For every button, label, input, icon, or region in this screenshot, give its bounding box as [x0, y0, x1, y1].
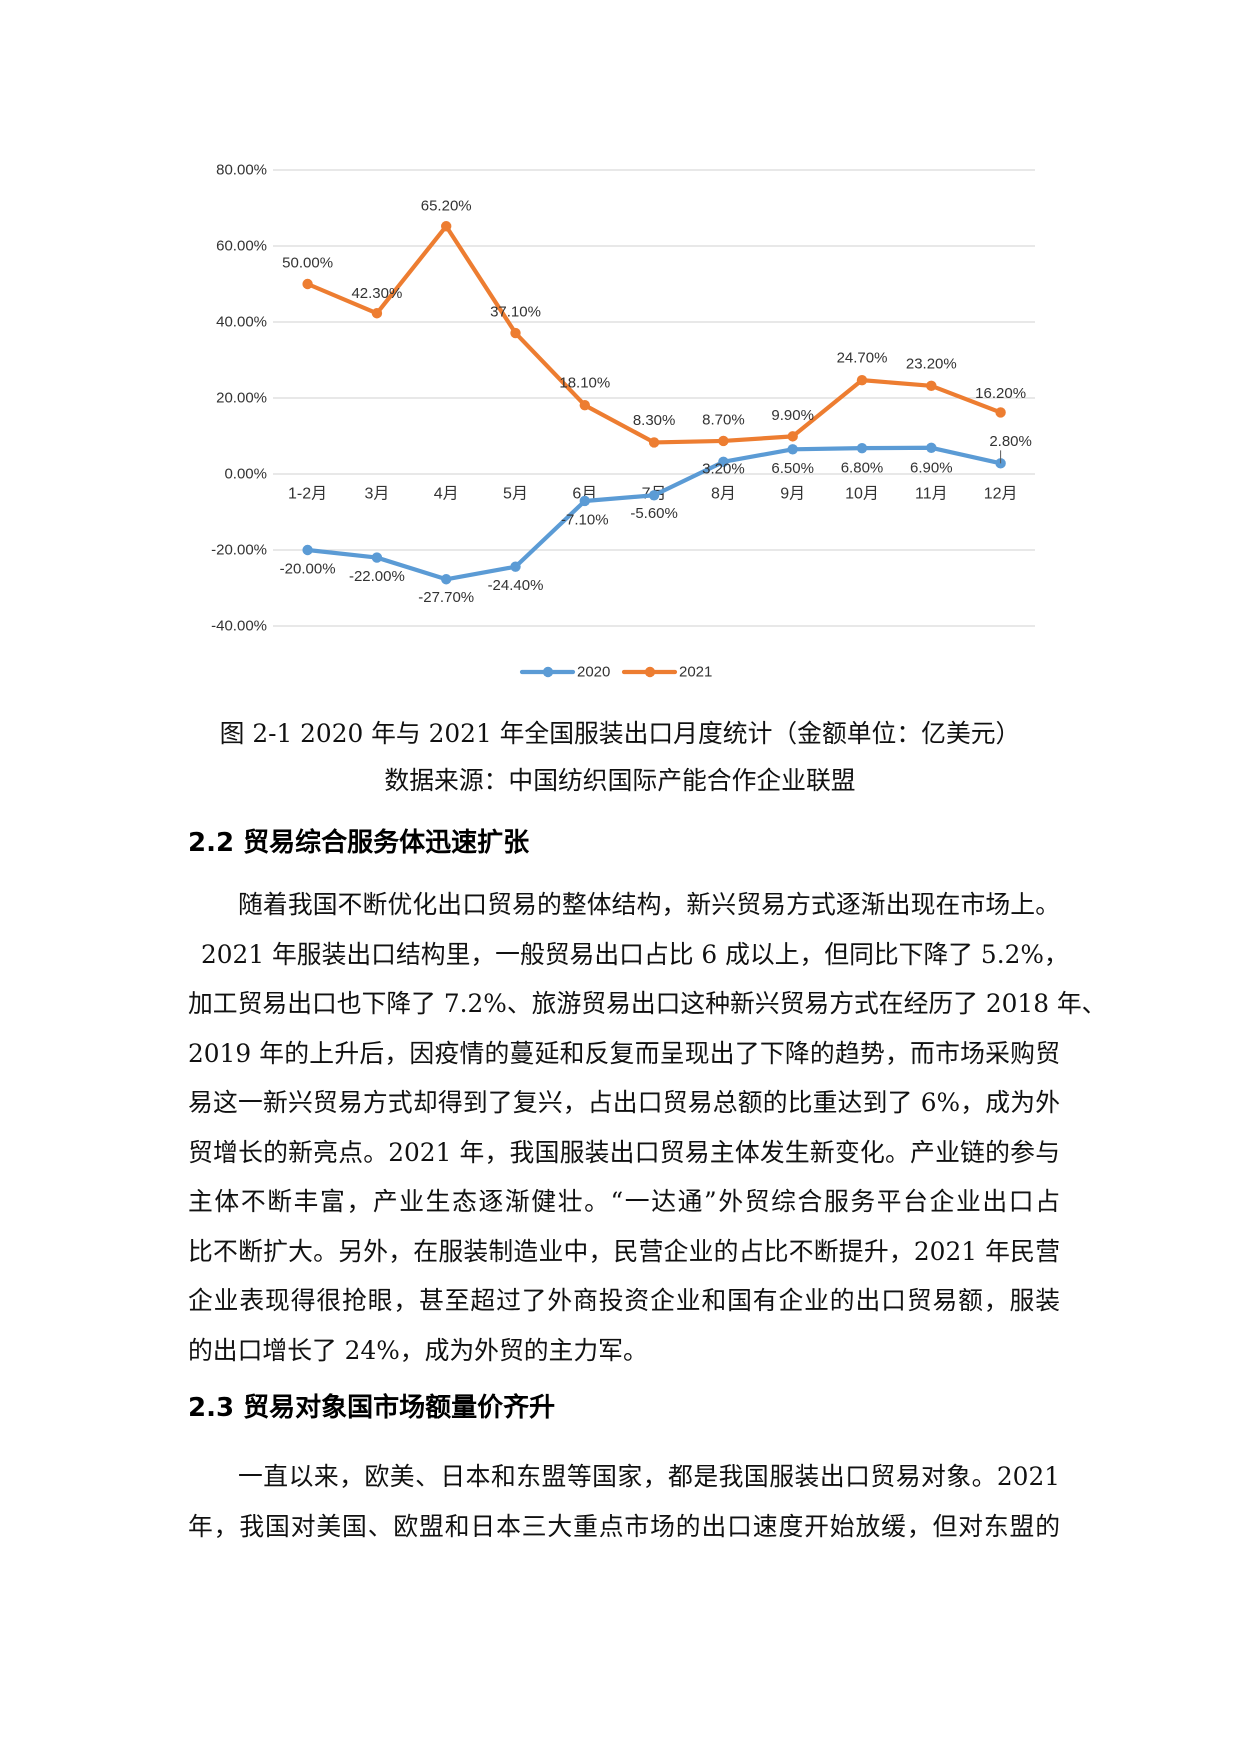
legend-marker-icon — [542, 666, 554, 678]
figure-source: 数据来源：中国纺织国际产能合作企业联盟 — [384, 766, 856, 795]
data-label: 18.10% — [559, 375, 610, 392]
data-label: 23.20% — [906, 355, 957, 372]
data-label: 65.20% — [421, 198, 472, 215]
y-tick-label: 0.00% — [224, 466, 267, 483]
data-label: -27.70% — [418, 589, 474, 606]
y-axis-labels: 80.00% 60.00% 40.00% 20.00% 0.00% -20.00% -40.… — [211, 162, 267, 635]
x-category-label: 5月 — [503, 486, 528, 503]
data-label: 9.90% — [771, 407, 814, 424]
x-category-label: 3月 — [364, 486, 389, 503]
x-category-label: 12月 — [984, 486, 1018, 503]
section-heading-2-3: 2.3 贸易对象国市场额量价齐升 — [188, 1393, 556, 1423]
y-tick-label: 60.00% — [216, 238, 267, 255]
section-heading-2-2: 2.2 贸易综合服务体迅速扩张 — [188, 828, 530, 858]
legend-label: 2021 — [679, 664, 712, 681]
data-point-marker — [648, 490, 660, 501]
x-axis-labels: 1-2月3月4月5月6月7月8月9月10月11月12月 — [288, 486, 1017, 503]
legend-label: 2020 — [577, 664, 610, 681]
data-point-marker — [302, 544, 313, 556]
data-label: 6.50% — [771, 460, 814, 477]
data-point-marker — [371, 308, 383, 319]
data-label: 6.90% — [910, 459, 953, 476]
paragraph-line: 主体不断丰富，产业生态逐渐健壮。“一达通”外贸综合服务平台企业出口占 — [188, 1187, 1060, 1216]
series-line-2021 — [305, 224, 1003, 445]
paragraph-line: 贸增长的新亮点。2021 年，我国服装出口贸易主体发生新变化。产业链的参与 — [188, 1137, 1060, 1167]
data-point-marker — [718, 456, 729, 468]
data-label: 3.20% — [702, 460, 745, 477]
figure-caption: 图 2-1 2020 年与 2021 年全国服装出口月度统计（金额单位：亿美元） — [219, 719, 1021, 748]
data-label: 42.30% — [351, 285, 402, 302]
gridlines — [273, 169, 1035, 627]
x-category-label: 4月 — [434, 486, 459, 503]
data-labels: -20.00% -22.00% -27.70% -24.40% -7.10% -5.60%… — [280, 198, 1032, 606]
data-label: 8.30% — [633, 412, 676, 429]
y-tick-label: 40.00% — [216, 314, 267, 331]
paragraph-line: 年，我国对美国、欧盟和日本三大重点市场的出口速度开始放缓，但对东盟的 — [188, 1512, 1060, 1541]
data-point-marker — [510, 327, 521, 339]
data-point-marker — [579, 400, 590, 411]
data-label: 2.80% — [989, 433, 1032, 450]
data-point-marker — [441, 574, 452, 585]
data-point-marker — [926, 442, 937, 453]
x-category-label: 11月 — [915, 486, 948, 503]
chart-legend: 2020 2021 — [519, 664, 712, 681]
paragraph-line: 2021 年服装出口结构里，一般贸易出口占比 6 成以上，但同比下降了 5.2%… — [201, 939, 1069, 969]
data-label: 24.70% — [837, 350, 888, 367]
paragraph-line: 随着我国不断优化出口贸易的整体结构，新兴贸易方式逐渐出现在市场上。 — [238, 890, 1060, 919]
line-chart: 80.00% 60.00% 40.00% 20.00% 0.00% -20.00% -40.… — [211, 162, 1035, 681]
data-point-marker — [787, 444, 798, 455]
data-point-marker — [648, 437, 660, 448]
data-label: 50.00% — [282, 255, 333, 272]
y-tick-label: -40.00% — [211, 618, 267, 635]
data-label: 37.10% — [490, 304, 541, 321]
data-label: -7.10% — [561, 511, 609, 528]
data-label: -5.60% — [630, 505, 678, 522]
data-point-marker — [856, 442, 868, 454]
data-point-marker — [441, 221, 452, 232]
data-point-marker — [995, 407, 1006, 418]
legend-marker-icon — [644, 666, 656, 678]
paragraph-line: 2019 年的上升后，因疫情的蔓延和反复而呈现出了下降的趋势，而市场采购贸 — [188, 1038, 1060, 1068]
paragraph-line: 一直以来，欧美、日本和东盟等国家，都是我国服装出口贸易对象。2021 — [238, 1462, 1060, 1491]
data-point-marker — [718, 435, 729, 447]
data-point-marker — [302, 278, 313, 290]
paragraph-line: 加工贸易出口也下降了 7.2%、旅游贸易出口这种新兴贸易方式在经历了 2018 … — [188, 989, 1107, 1018]
data-label: -22.00% — [349, 568, 405, 585]
y-tick-label: -20.00% — [211, 542, 267, 559]
x-category-label: 1-2月 — [288, 486, 327, 503]
data-point-marker — [510, 561, 521, 572]
data-label: 6.80% — [841, 460, 884, 477]
data-label: 8.70% — [702, 411, 745, 428]
x-category-label: 9月 — [780, 486, 805, 503]
data-label: 16.20% — [975, 385, 1026, 402]
data-point-marker — [926, 380, 937, 392]
x-category-label: 6月 — [572, 486, 597, 503]
x-category-label: 8月 — [711, 486, 736, 503]
x-category-label: 10月 — [845, 486, 879, 503]
paragraph-line: 易这一新兴贸易方式却得到了复兴，占出口贸易总额的比重达到了 6%，成为外 — [188, 1088, 1060, 1117]
data-point-marker — [787, 431, 798, 442]
paragraph-line: 的出口增长了 24%，成为外贸的主力军。 — [188, 1335, 648, 1365]
data-point-marker — [856, 374, 868, 386]
data-point-marker — [371, 552, 383, 563]
y-tick-label: 20.00% — [216, 390, 267, 407]
series-group — [302, 221, 1006, 585]
data-label: -24.40% — [488, 577, 544, 594]
paragraph-line: 比不断扩大。另外，在服装制造业中，民营企业的占比不断提升，2021 年民营 — [188, 1236, 1060, 1266]
paragraph-line: 企业表现得很抢眼，甚至超过了外商投资企业和国有企业的出口贸易额，服装 — [188, 1286, 1060, 1315]
data-label: -20.00% — [280, 561, 336, 578]
y-tick-label: 80.00% — [216, 162, 267, 179]
data-point-marker — [579, 495, 590, 507]
